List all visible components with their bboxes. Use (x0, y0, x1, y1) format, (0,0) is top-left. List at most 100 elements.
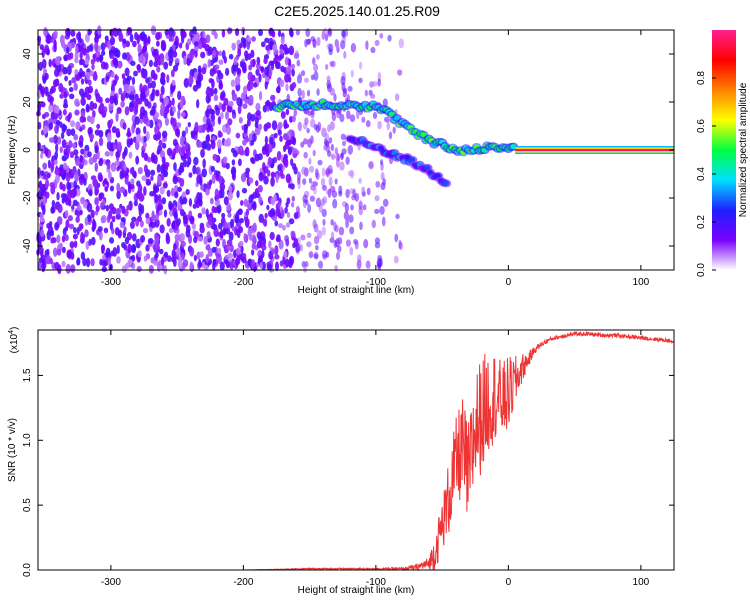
spectrogram-noise-cell (379, 257, 383, 267)
spectrogram-noise-cell (331, 112, 337, 122)
spectrogram-noise-cell (277, 201, 282, 207)
spectrogram-noise-cell (374, 39, 380, 46)
spectrogram-noise-cell (216, 203, 222, 214)
spectrogram-noise-cell (70, 30, 76, 37)
spectrogram-noise-cell (68, 223, 75, 230)
y-tick-label: -40 (22, 238, 33, 253)
spectrogram-noise-cell (166, 217, 171, 227)
spectrogram-noise-cell (231, 226, 236, 232)
spectrogram-noise-cell (56, 136, 62, 145)
spectrogram-noise-cell (135, 155, 140, 165)
spectrogram-noise-cell (90, 58, 95, 65)
spectrogram-noise-cell (361, 116, 366, 123)
spectrogram-noise-cell (48, 122, 53, 130)
spectrogram-noise-cell (324, 140, 330, 147)
spectrogram-noise-cell (197, 65, 202, 74)
spectrogram-noise-cell (193, 44, 199, 53)
spectrogram-track-cell (510, 144, 517, 150)
spectrogram-noise-cell (344, 28, 349, 37)
spectrogram-noise-cell (65, 197, 71, 206)
spectrogram-noise-cell (318, 260, 324, 269)
spectrogram-noise-cell (205, 208, 209, 218)
spectrogram-noise-cell (211, 246, 217, 253)
spectrogram-noise-cell (227, 252, 234, 259)
spectrogram-noise-cell (310, 110, 315, 119)
spectrogram-noise-cell (358, 61, 363, 70)
spectrogram-noise-cell (344, 202, 349, 213)
spectrogram-noise-cell (349, 169, 355, 179)
spectrogram-noise-cell (98, 192, 103, 202)
spectrogram-noise-cell (357, 254, 362, 262)
spectrogram-noise-cell (202, 30, 206, 40)
spectrogram-noise-cell (228, 100, 234, 107)
spectrogram-noise-cell (231, 93, 238, 102)
spectrogram-noise-cell (345, 218, 349, 229)
spectrogram-noise-cell (174, 233, 180, 241)
spectrogram-noise-cell (179, 208, 185, 217)
spectrogram-noise-cell (165, 234, 171, 245)
spectrogram-noise-cell (113, 47, 119, 57)
spectrogram-noise-cell (306, 232, 312, 239)
spectrogram-noise-cell (166, 74, 170, 84)
spectrogram-noise-cell (250, 249, 255, 256)
spectrogram-noise-cell (244, 146, 250, 157)
spectrogram-noise-cell (285, 173, 291, 184)
spectrogram-noise-cell (80, 148, 85, 155)
spectrogram-noise-cell (224, 67, 230, 76)
spectrogram-noise-cell (59, 146, 63, 154)
spectrogram-noise-cell (65, 264, 71, 274)
spectrogram-noise-cell (180, 240, 186, 248)
spectrogram-noise-cell (252, 222, 257, 233)
spectrogram-noise-cell (189, 216, 195, 223)
spectrogram-noise-cell (74, 109, 80, 116)
spectrogram-noise-cell (221, 103, 226, 113)
spectrogram-noise-cell (246, 112, 252, 121)
x-tick-label: -300 (101, 277, 121, 288)
spectrogram-noise-cell (228, 185, 233, 192)
spectrogram-noise-cell (101, 266, 108, 273)
spectrogram-noise-cell (277, 55, 282, 62)
spectrogram-noise-cell (256, 56, 261, 65)
spectrogram-track-cell (420, 132, 427, 138)
spectrogram-noise-cell (198, 192, 203, 202)
spectrogram-noise-cell (328, 43, 334, 53)
spectrogram-noise-cell (292, 147, 298, 154)
spectrogram-noise-cell (92, 178, 98, 187)
spectrogram-noise-cell (338, 226, 345, 236)
spectrogram-noise-cell (163, 61, 169, 70)
spectrogram-noise-cell (321, 208, 327, 218)
spectrogram-noise-cell (40, 86, 46, 96)
spectrogram-noise-cell (177, 90, 182, 101)
spectrogram-noise-cell (120, 100, 125, 108)
spectrogram-noise-cell (202, 123, 209, 130)
spectrogram-noise-cell (65, 219, 70, 229)
spectrogram-noise-cell (284, 56, 289, 66)
spectrogram-noise-cell (62, 66, 68, 75)
spectrogram-noise-cell (149, 190, 155, 197)
spectrogram-noise-cell (111, 207, 117, 215)
spectrogram-noise-cell (115, 128, 120, 138)
spectrogram-noise-cell (160, 58, 165, 66)
spectrogram-noise-cell (295, 205, 300, 214)
snr-exponent-power: 4 (8, 330, 15, 334)
spectrogram-noise-cell (255, 102, 261, 112)
spectrogram-noise-cell (286, 197, 291, 205)
spectrogram-noise-cell (236, 228, 241, 239)
spectrogram-noise-cell (208, 108, 214, 114)
spectrogram-noise-cell (290, 158, 294, 166)
spectrogram-noise-cell (306, 127, 310, 134)
spectrogram-noise-cell (307, 203, 312, 214)
spectrogram-noise-cell (137, 250, 142, 258)
spectrogram-noise-cell (123, 226, 127, 233)
spectrogram-noise-cell (374, 208, 380, 214)
spectrogram-noise-cell (143, 164, 148, 173)
spectrogram-noise-cell (115, 112, 119, 122)
spectrogram-noise-cell (163, 209, 168, 218)
spectrogram-noise-cell (63, 54, 69, 62)
spectrogram-noise-cell (69, 93, 75, 100)
spectrogram-noise-cell (79, 51, 83, 60)
spectrogram-noise-cell (260, 41, 266, 48)
spectrogram-noise-cell (64, 234, 69, 242)
spectrogram-noise-cell (327, 27, 333, 38)
x-tick-label: -100 (366, 277, 386, 288)
